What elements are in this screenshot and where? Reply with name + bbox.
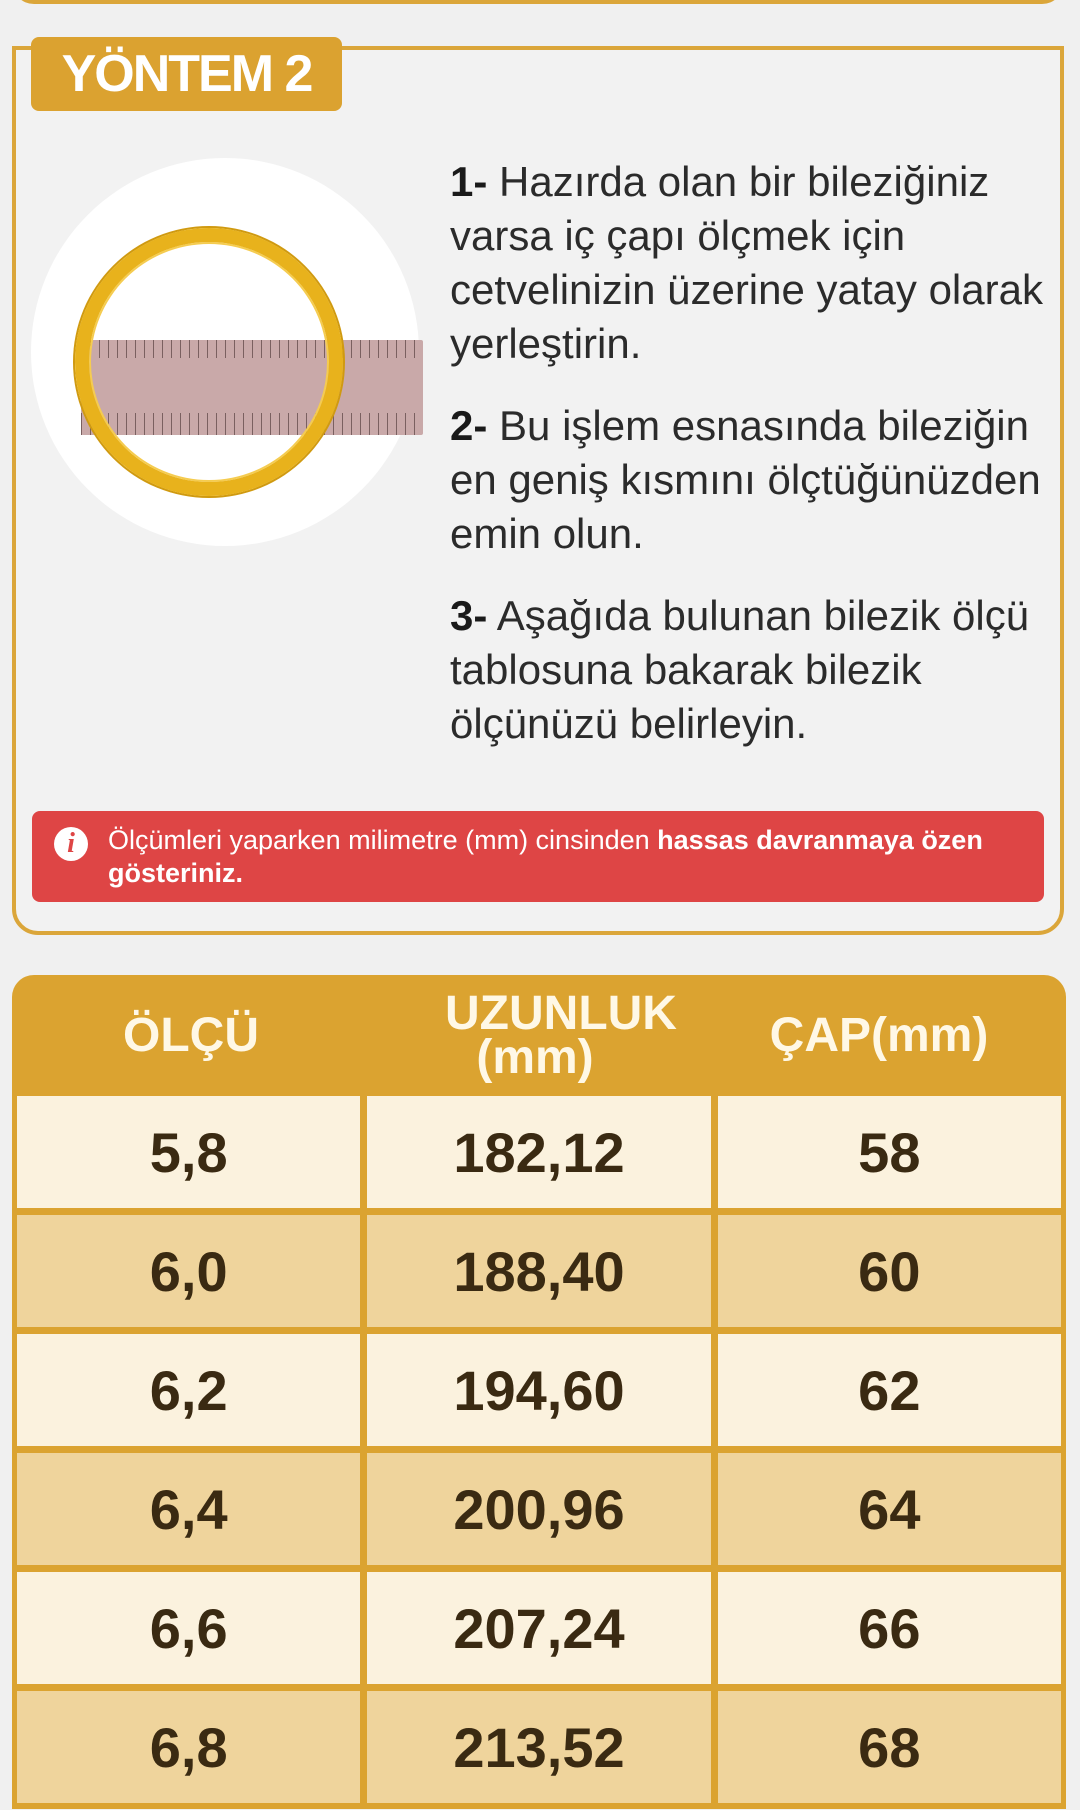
cell-cap: 68 <box>717 1691 1061 1803</box>
size-table: ÖLÇÜ UZUNLUK (mm) ÇAP(mm) 5,8 182,12 58 6,0… <box>12 975 1066 1809</box>
cell-uzunluk: 207,24 <box>367 1572 711 1684</box>
step-2: 2- Bu işlem esnasında bileziğin en geniş… <box>450 402 1041 557</box>
step-3: 3- Aşağıda bulunan bilezik ölçü tablosun… <box>450 592 1030 747</box>
cell-cap: 66 <box>717 1572 1061 1684</box>
step-1: 1- Hazırda olan bir bileziğiniz varsa iç… <box>450 158 1043 367</box>
table-header: ÖLÇÜ UZUNLUK (mm) ÇAP(mm) <box>17 975 1061 1096</box>
cell-uzunluk: 182,12 <box>367 1096 711 1208</box>
info-icon: i <box>54 827 88 861</box>
table-row: 6,4 200,96 64 <box>17 1453 1061 1572</box>
table-row: 6,0 188,40 60 <box>17 1215 1061 1334</box>
table-row: 5,8 182,12 58 <box>17 1096 1061 1215</box>
bangle-image <box>75 228 343 496</box>
cell-cap: 64 <box>717 1453 1061 1565</box>
cell-olcu: 6,0 <box>17 1215 361 1327</box>
cell-cap: 58 <box>717 1096 1061 1208</box>
previous-card-border <box>12 0 1064 4</box>
cell-uzunluk: 194,60 <box>367 1334 711 1446</box>
cell-uzunluk: 188,40 <box>367 1215 711 1327</box>
precision-alert: i Ölçümleri yaparken milimetre (mm) cins… <box>32 811 1044 902</box>
header-olcu: ÖLÇÜ <box>123 1008 259 1062</box>
cell-olcu: 6,2 <box>17 1334 361 1446</box>
header-uzunluk: UZUNLUK (mm) <box>445 986 677 1084</box>
table-row: 6,6 207,24 66 <box>17 1572 1061 1691</box>
cell-olcu: 6,4 <box>17 1453 361 1565</box>
cell-cap: 62 <box>717 1334 1061 1446</box>
method-badge: YÖNTEM 2 <box>31 37 342 111</box>
cell-olcu: 6,6 <box>17 1572 361 1684</box>
cell-olcu: 6,8 <box>17 1691 361 1803</box>
instruction-steps: 1- Hazırda olan bir bileziğiniz varsa iç… <box>450 155 1060 779</box>
cell-olcu: 5,8 <box>17 1096 361 1208</box>
cell-cap: 60 <box>717 1215 1061 1327</box>
table-row: 6,2 194,60 62 <box>17 1334 1061 1453</box>
cell-uzunluk: 213,52 <box>367 1691 711 1803</box>
table-row: 6,8 213,52 68 <box>17 1691 1061 1810</box>
bangle-ruler-photo <box>31 158 423 546</box>
header-cap: ÇAP(mm) <box>769 1008 989 1062</box>
cell-uzunluk: 200,96 <box>367 1453 711 1565</box>
